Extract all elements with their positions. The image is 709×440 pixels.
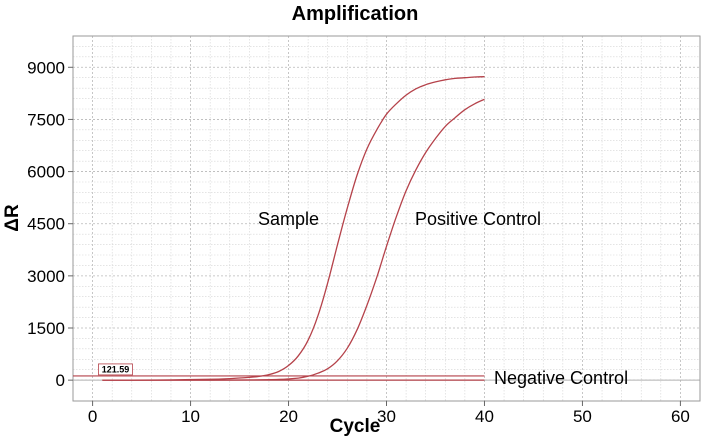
y-tick-label: 3000 xyxy=(27,267,65,286)
plot-frame xyxy=(72,35,701,402)
x-tick-label: 60 xyxy=(671,407,690,426)
annotation-positive-control: Positive Control xyxy=(415,209,541,229)
series-sample-line xyxy=(102,76,485,381)
tick-layer: 0 10 20 30 40 50 60 0 1500 3000 4500 6000 7500 9000 xyxy=(27,58,690,426)
annotation-negative-control: Negative Control xyxy=(494,368,628,388)
annotation-sample: Sample xyxy=(258,209,319,229)
x-tick-label: 20 xyxy=(279,407,298,426)
threshold-label-box xyxy=(98,363,133,376)
y-tick-label: 0 xyxy=(56,371,65,390)
series-positive-control-line xyxy=(102,98,485,381)
x-tick-label: 30 xyxy=(377,407,396,426)
y-tick-label: 9000 xyxy=(27,58,65,77)
y-tick-label: 4500 xyxy=(27,215,65,234)
x-axis-title: Cycle xyxy=(330,416,381,437)
chart-title: Amplification xyxy=(292,3,419,25)
x-tick-label: 10 xyxy=(181,407,200,426)
y-tick-label: 6000 xyxy=(27,163,65,182)
annotation-layer: Sample Positive Control Negative Control xyxy=(258,209,628,388)
y-axis-title: ΔR xyxy=(2,204,23,232)
threshold-label: 121.59 xyxy=(102,365,130,375)
x-tick-label: 0 xyxy=(88,407,97,426)
x-tick-label: 40 xyxy=(475,407,494,426)
y-tick-label: 1500 xyxy=(27,319,65,338)
threshold-layer: 121.59 xyxy=(73,363,485,377)
grid-layer xyxy=(73,36,700,401)
x-tick-label: 50 xyxy=(573,407,592,426)
series-layer xyxy=(102,76,485,381)
y-tick-label: 7500 xyxy=(27,110,65,129)
